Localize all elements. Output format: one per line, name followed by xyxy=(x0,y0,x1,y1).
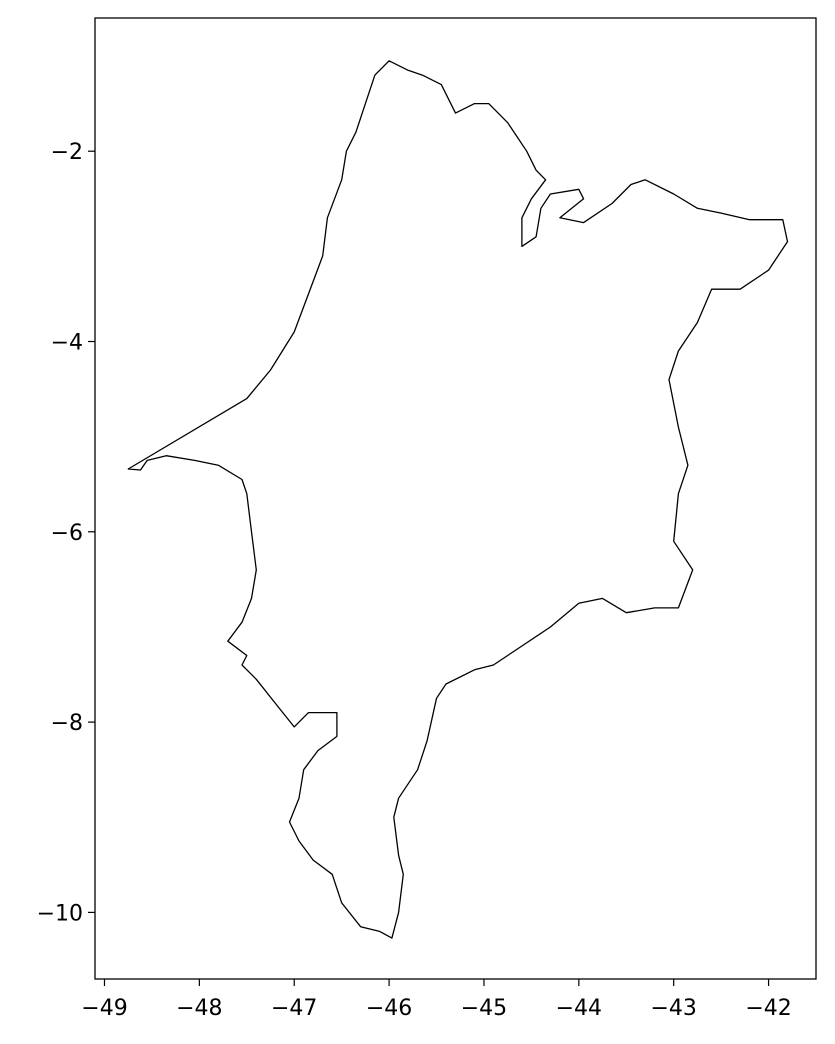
x-tick-label: −42 xyxy=(745,996,791,1021)
y-tick-label: −10 xyxy=(37,901,83,926)
x-tick-label: −46 xyxy=(366,996,412,1021)
y-tick-label: −6 xyxy=(51,521,83,546)
x-tick-label: −44 xyxy=(556,996,602,1021)
axes-frame xyxy=(95,18,816,979)
x-tick-label: −45 xyxy=(461,996,507,1021)
x-tick-label: −48 xyxy=(176,996,222,1021)
y-tick-label: −8 xyxy=(51,711,83,736)
x-tick-label: −47 xyxy=(271,996,317,1021)
x-tick-label: −43 xyxy=(650,996,696,1021)
y-tick-label: −2 xyxy=(51,140,83,165)
state-outline xyxy=(128,61,787,938)
x-axis: −49 −48 −47 −46 −45 −44 −43 −42 xyxy=(81,979,792,1021)
plot-area xyxy=(128,61,787,938)
x-tick-label: −49 xyxy=(81,996,127,1021)
y-axis: −2 −4 −6 −8 −10 xyxy=(37,140,95,926)
y-tick-label: −4 xyxy=(51,331,83,356)
